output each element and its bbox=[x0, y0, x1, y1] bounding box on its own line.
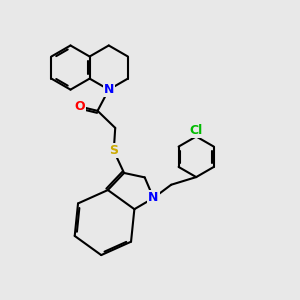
Text: O: O bbox=[74, 100, 85, 113]
Text: S: S bbox=[109, 144, 118, 158]
Text: N: N bbox=[103, 83, 114, 96]
Text: Cl: Cl bbox=[190, 124, 203, 137]
Text: N: N bbox=[148, 191, 159, 205]
